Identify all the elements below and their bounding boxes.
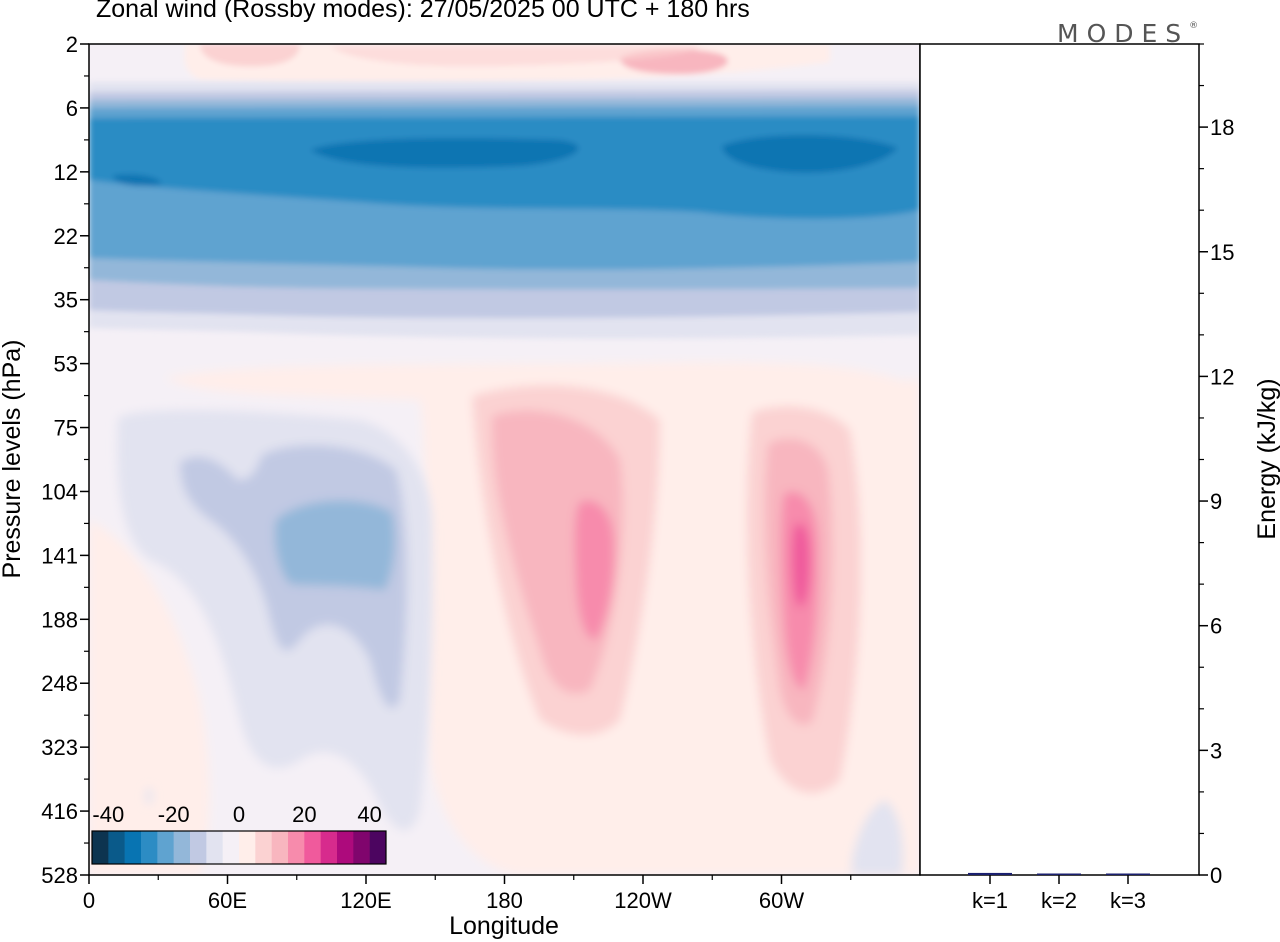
wavenumber-tick-label: k=2 — [1041, 888, 1077, 913]
pressure-axis: 2 6 12 22 35 53 75 104 141 188 248 323 416 528 — [41, 32, 89, 888]
colorbar-label: -40 — [92, 802, 124, 827]
longitude-tick-label: 120W — [614, 888, 672, 913]
pressure-tick-label: 248 — [41, 671, 78, 696]
colorbar-frame — [91, 830, 387, 865]
energy-tick-label: 18 — [1210, 115, 1234, 140]
colorbar-cell — [271, 831, 289, 864]
colorbar-cell — [124, 831, 142, 864]
y-axis-title: Pressure levels (hPa) — [0, 340, 26, 579]
colorbar-cell — [141, 831, 158, 864]
pressure-tick-label: 35 — [54, 288, 78, 313]
pressure-tick-label: 528 — [41, 863, 78, 888]
energy-bar-k2 — [1037, 873, 1081, 875]
pressure-tick-label: 12 — [54, 160, 78, 185]
colorbar-cell — [190, 831, 207, 864]
longitude-tick-label: 60W — [759, 888, 804, 913]
energy-bars — [968, 872, 1150, 875]
pressure-tick-label: 416 — [41, 799, 78, 824]
colorbar: -40 -20 0 20 40 — [91, 802, 387, 865]
energy-axis: 0 3 6 9 12 15 18 — [1199, 43, 1234, 888]
colorbar-cell — [353, 831, 370, 864]
longitude-tick-label: 180 — [486, 888, 523, 913]
energy-axis-title: Energy (kJ/kg) — [1253, 378, 1280, 539]
wavenumber-tick-label: k=3 — [1110, 888, 1146, 913]
energy-bar-k1 — [968, 872, 1012, 875]
colorbar-label: 40 — [357, 802, 381, 827]
colorbar-cell — [369, 831, 387, 864]
zonal-wind-heatmap — [88, 43, 921, 876]
colorbar-label: -20 — [158, 802, 190, 827]
pressure-tick-label: 22 — [54, 224, 78, 249]
longitude-tick-label: 60E — [208, 888, 247, 913]
energy-tick-label: 12 — [1210, 364, 1234, 389]
energy-tick-label: 15 — [1210, 240, 1234, 265]
longitude-tick-label: 120E — [340, 888, 391, 913]
pressure-tick-label: 323 — [41, 735, 78, 760]
pressure-tick-label: 141 — [41, 543, 78, 568]
chart-title: Zonal wind (Rossby modes): 27/05/2025 00… — [96, 0, 750, 23]
easterly-anomaly-region — [117, 410, 903, 875]
colorbar-cell — [222, 831, 240, 864]
westerly-anomalies — [89, 362, 920, 875]
colorbar-cell — [288, 831, 305, 864]
longitude-tick-label: 0 — [83, 888, 95, 913]
colorbar-cell — [304, 831, 321, 864]
x-axis-title: Longitude — [449, 912, 559, 940]
colorbar-cell — [320, 831, 338, 864]
logo-text: MODES — [1057, 19, 1190, 48]
pressure-tick-label: 2 — [66, 32, 78, 57]
pressure-tick-label: 188 — [41, 607, 78, 632]
wavenumber-axis: k=1 k=2 k=3 — [972, 875, 1146, 913]
colorbar-cell — [157, 831, 174, 864]
colorbar-cell — [337, 831, 354, 864]
pressure-tick-label: 6 — [66, 96, 78, 121]
energy-tick-label: 0 — [1210, 863, 1222, 888]
colorbar-cell — [239, 831, 256, 864]
upper-westerly-band — [184, 44, 830, 84]
registered-mark: ® — [1189, 21, 1199, 31]
pressure-tick-label: 75 — [54, 416, 78, 441]
colorbar-cell — [173, 831, 191, 864]
energy-tick-label: 6 — [1210, 614, 1222, 639]
energy-bar-k3 — [1106, 873, 1150, 875]
colorbar-label: 0 — [233, 802, 245, 827]
modes-logo: MODES® — [1057, 19, 1198, 48]
colorbar-cell — [92, 831, 109, 864]
colorbar-cell — [206, 831, 223, 864]
colorbar-labels: -40 -20 0 20 40 — [92, 802, 381, 827]
easterly-jet-band — [89, 82, 920, 339]
longitude-axis: 0 60E 120E 180 120W 60W — [83, 875, 852, 913]
energy-tick-label: 9 — [1210, 489, 1222, 514]
colorbar-cell — [108, 831, 125, 864]
colorbar-label: 20 — [292, 802, 316, 827]
bar-frame — [919, 43, 1200, 876]
energy-bar-panel — [919, 43, 1200, 876]
colorbar-cells — [92, 831, 387, 864]
pressure-tick-label: 104 — [41, 479, 78, 504]
colorbar-cell — [255, 831, 272, 864]
wavenumber-tick-label: k=1 — [972, 888, 1008, 913]
energy-tick-label: 3 — [1210, 738, 1222, 763]
pressure-tick-label: 53 — [54, 352, 78, 377]
